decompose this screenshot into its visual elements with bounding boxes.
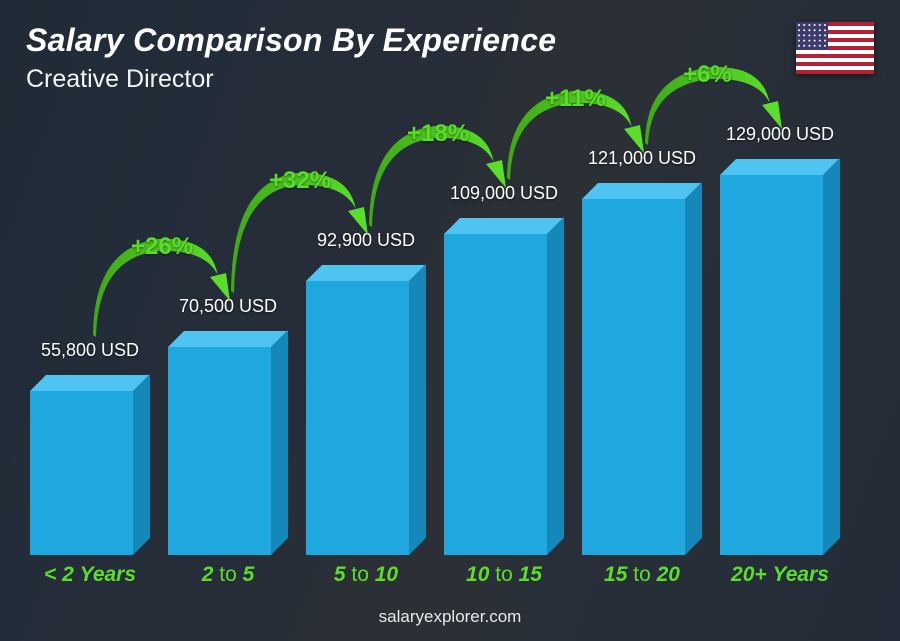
category-label: 20+ Years <box>731 563 829 587</box>
chart-title: Salary Comparison By Experience <box>26 22 556 59</box>
salary-chart: 55,800 USD< 2 Years70,500 USD2 to 592,90… <box>30 67 840 587</box>
bar-slot: 109,000 USD10 to 15 <box>444 234 564 587</box>
category-label: < 2 Years <box>44 563 136 587</box>
value-label: 70,500 USD <box>179 296 277 317</box>
bar-slot: 121,000 USD15 to 20 <box>582 199 702 587</box>
value-label: 92,900 USD <box>317 230 415 251</box>
category-label: 15 to 20 <box>604 563 680 587</box>
footer-attribution: salaryexplorer.com <box>0 607 900 627</box>
bar-slot: 129,000 USD20+ Years <box>720 175 840 587</box>
bar <box>444 234 564 555</box>
bar <box>720 175 840 555</box>
category-label: 10 to 15 <box>466 563 542 587</box>
bar <box>306 281 426 555</box>
bar-slot: 70,500 USD2 to 5 <box>168 347 288 587</box>
bar <box>168 347 288 555</box>
value-label: 129,000 USD <box>726 124 834 145</box>
value-label: 121,000 USD <box>588 148 696 169</box>
bar <box>30 391 150 555</box>
bar <box>582 199 702 555</box>
bars-container: 55,800 USD< 2 Years70,500 USD2 to 592,90… <box>30 67 840 587</box>
value-label: 55,800 USD <box>41 340 139 361</box>
bar-slot: 55,800 USD< 2 Years <box>30 391 150 587</box>
value-label: 109,000 USD <box>450 183 558 204</box>
category-label: 2 to 5 <box>202 563 255 587</box>
category-label: 5 to 10 <box>334 563 398 587</box>
bar-slot: 92,900 USD5 to 10 <box>306 281 426 587</box>
